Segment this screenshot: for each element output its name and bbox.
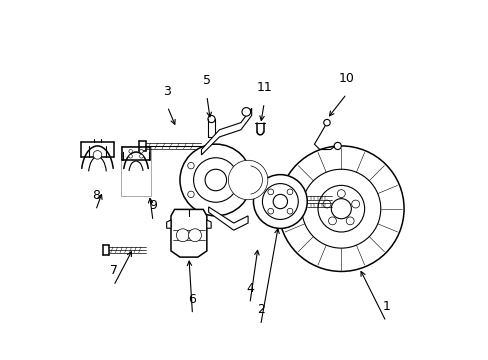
Circle shape bbox=[317, 185, 364, 232]
Circle shape bbox=[180, 144, 251, 216]
Polygon shape bbox=[166, 220, 171, 228]
Circle shape bbox=[139, 154, 143, 158]
Polygon shape bbox=[171, 210, 206, 257]
Circle shape bbox=[286, 208, 292, 214]
Bar bbox=[121, 146, 151, 196]
Circle shape bbox=[351, 200, 359, 208]
Circle shape bbox=[207, 116, 215, 123]
Circle shape bbox=[187, 191, 194, 198]
Polygon shape bbox=[208, 207, 247, 230]
Circle shape bbox=[267, 208, 273, 214]
Circle shape bbox=[286, 189, 292, 195]
Circle shape bbox=[262, 184, 298, 220]
Polygon shape bbox=[206, 220, 211, 228]
Circle shape bbox=[204, 169, 226, 191]
Circle shape bbox=[346, 217, 353, 225]
Circle shape bbox=[330, 199, 351, 219]
Text: 6: 6 bbox=[188, 293, 196, 306]
Text: 4: 4 bbox=[245, 282, 253, 295]
Circle shape bbox=[273, 194, 287, 209]
Circle shape bbox=[328, 217, 336, 225]
Polygon shape bbox=[201, 108, 251, 155]
Circle shape bbox=[323, 200, 330, 208]
Text: 7: 7 bbox=[109, 264, 118, 277]
Circle shape bbox=[128, 154, 132, 158]
Text: 3: 3 bbox=[163, 85, 171, 98]
Circle shape bbox=[128, 149, 132, 153]
Circle shape bbox=[188, 229, 201, 242]
Circle shape bbox=[278, 146, 403, 271]
Circle shape bbox=[193, 158, 238, 202]
Text: 9: 9 bbox=[149, 199, 157, 212]
Circle shape bbox=[139, 149, 143, 153]
Circle shape bbox=[301, 169, 380, 248]
Circle shape bbox=[323, 120, 329, 126]
Circle shape bbox=[253, 175, 306, 228]
Text: 10: 10 bbox=[338, 72, 354, 85]
Text: 8: 8 bbox=[91, 189, 100, 202]
Circle shape bbox=[187, 162, 194, 169]
Circle shape bbox=[237, 191, 244, 198]
Circle shape bbox=[267, 189, 273, 195]
Circle shape bbox=[93, 150, 102, 159]
Circle shape bbox=[337, 190, 345, 198]
Circle shape bbox=[333, 142, 341, 149]
Circle shape bbox=[228, 160, 267, 200]
Circle shape bbox=[242, 108, 250, 116]
Circle shape bbox=[237, 162, 244, 169]
Circle shape bbox=[176, 229, 189, 242]
Text: 2: 2 bbox=[256, 303, 264, 316]
Text: 11: 11 bbox=[256, 81, 271, 94]
Text: 1: 1 bbox=[382, 300, 389, 313]
Text: 5: 5 bbox=[203, 74, 210, 87]
